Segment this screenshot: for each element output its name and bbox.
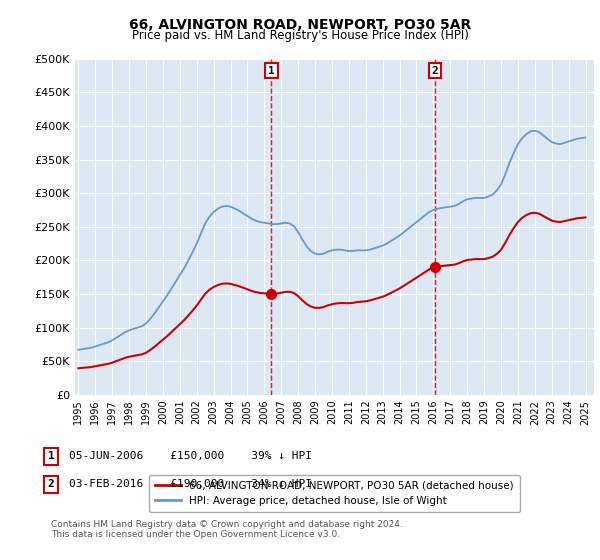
Text: 1: 1 [268, 66, 275, 76]
Text: Contains HM Land Registry data © Crown copyright and database right 2024.
This d: Contains HM Land Registry data © Crown c… [51, 520, 403, 539]
Text: 1: 1 [47, 451, 55, 461]
Text: 66, ALVINGTON ROAD, NEWPORT, PO30 5AR: 66, ALVINGTON ROAD, NEWPORT, PO30 5AR [129, 18, 471, 32]
Text: 03-FEB-2016    £190,000    34% ↓ HPI: 03-FEB-2016 £190,000 34% ↓ HPI [69, 479, 312, 489]
Text: 2: 2 [431, 66, 438, 76]
Text: 05-JUN-2006    £150,000    39% ↓ HPI: 05-JUN-2006 £150,000 39% ↓ HPI [69, 451, 312, 461]
Legend: 66, ALVINGTON ROAD, NEWPORT, PO30 5AR (detached house), HPI: Average price, deta: 66, ALVINGTON ROAD, NEWPORT, PO30 5AR (d… [149, 474, 520, 512]
Text: 2: 2 [47, 479, 55, 489]
Text: Price paid vs. HM Land Registry's House Price Index (HPI): Price paid vs. HM Land Registry's House … [131, 29, 469, 42]
